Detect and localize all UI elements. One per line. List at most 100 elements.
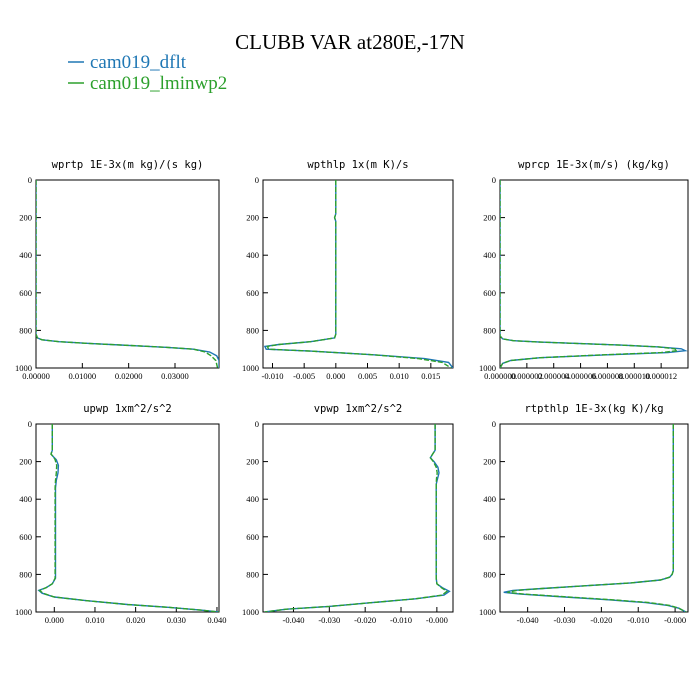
y-tick-label: 800 [246, 325, 259, 335]
x-tick-label: 0.020 [126, 615, 145, 625]
x-tick-label: 0.02000 [115, 371, 143, 381]
panel-grid: wprtp 1E-3x(m kg)/(s kg) 0 200 400 600 800 100… [15, 159, 689, 625]
x-tick-label: -0.040 [282, 615, 304, 625]
series-line [38, 424, 219, 612]
x-tick-label: 0.000004 [538, 371, 571, 381]
y-tick-label: 1000 [479, 607, 496, 617]
chart-panel: upwp 1xm^2/s^2 0 200 400 600 800 1000 0.000 0.01… [15, 403, 227, 625]
x-tick-label: -0.030 [554, 615, 576, 625]
y-tick-label: 0 [492, 419, 496, 429]
x-tick-label: 0.030 [167, 615, 186, 625]
plot-frame [262, 423, 454, 613]
legend-entry: cam019_dflt [68, 52, 187, 73]
series-line [264, 424, 451, 612]
panel-title: wpthlp 1x(m K)/s [307, 159, 408, 171]
chart-panel: wprtp 1E-3x(m kg)/(s kg) 0 200 400 600 800 100… [15, 159, 220, 381]
chart-panel: wpthlp 1x(m K)/s 0 200 400 600 800 1000-0.010-… [242, 159, 454, 381]
y-tick-label: 400 [19, 494, 32, 504]
y-tick-label: 0 [255, 419, 259, 429]
y-tick-label: 200 [246, 213, 259, 223]
y-tick-label: 400 [19, 250, 32, 260]
chart-panel: vpwp 1xm^2/s^2 0 200 400 600 800 1000 -0.040 -0.… [242, 403, 454, 625]
y-tick-label: 600 [483, 288, 496, 298]
y-tick-label: 200 [246, 457, 259, 467]
x-tick-label: -0.030 [318, 615, 340, 625]
x-tick-label: -0.000 [664, 615, 686, 625]
y-tick-label: 600 [246, 532, 259, 542]
x-tick-label: 0.000000 [484, 371, 516, 381]
y-tick-label: 800 [483, 325, 496, 335]
plot-frame [35, 423, 220, 613]
y-tick-label: 600 [483, 532, 496, 542]
series-line [263, 180, 453, 368]
series-line [500, 180, 688, 368]
chart-panel: wprcp 1E-3x(m/s) (kg/kg) 0 200 400 600 800 100… [479, 159, 689, 381]
panel-title: wprcp 1E-3x(m/s) (kg/kg) [518, 159, 670, 171]
panel-title: wprtp 1E-3x(m kg)/(s kg) [52, 159, 204, 171]
panel-title: vpwp 1xm^2/s^2 [314, 403, 403, 415]
x-tick-label: 0.01000 [69, 371, 97, 381]
y-tick-label: 1000 [15, 363, 32, 373]
y-tick-label: 0 [492, 175, 496, 185]
legend-label: cam019_lminwp2 [90, 73, 227, 94]
legend: cam019_dflt cam019_lminwp2 [68, 52, 227, 94]
plot-frame [35, 179, 220, 369]
y-tick-label: 800 [483, 569, 496, 579]
y-tick-label: 600 [19, 532, 32, 542]
x-tick-label: 0.010 [85, 615, 104, 625]
plot-frame [262, 179, 454, 369]
x-tick-label: 0.000 [45, 615, 64, 625]
x-tick-label: -0.010 [262, 371, 284, 381]
series-line [266, 180, 452, 368]
x-tick-label: 0.000002 [511, 371, 543, 381]
y-tick-label: 200 [19, 213, 32, 223]
x-tick-label: 0.03000 [161, 371, 189, 381]
y-tick-label: 1000 [242, 607, 259, 617]
x-tick-label: 0.000012 [645, 371, 677, 381]
y-tick-label: 1000 [15, 607, 32, 617]
series-line [507, 424, 687, 612]
x-tick-label: -0.020 [354, 615, 376, 625]
y-tick-label: 200 [483, 213, 496, 223]
x-tick-label: 0.000006 [565, 371, 597, 381]
chart-panel: rtpthlp 1E-3x(kg K)/kg 0 200 400 600 800 1000 -… [479, 403, 689, 625]
legend-label: cam019_dflt [90, 52, 187, 73]
plot-frame [499, 179, 689, 369]
y-tick-label: 800 [19, 325, 32, 335]
x-tick-label: -0.010 [627, 615, 649, 625]
x-tick-label: -0.005 [293, 371, 315, 381]
legend-entry: cam019_lminwp2 [68, 73, 227, 94]
y-tick-label: 600 [19, 288, 32, 298]
x-tick-label: 0.005 [358, 371, 377, 381]
y-tick-label: 400 [246, 494, 259, 504]
x-tick-label: 0.010 [390, 371, 409, 381]
series-line [37, 424, 219, 612]
series-line [36, 180, 219, 368]
y-tick-label: 0 [255, 175, 259, 185]
panel-title: upwp 1xm^2/s^2 [83, 403, 172, 415]
y-tick-label: 1000 [479, 363, 496, 373]
x-tick-label: -0.040 [517, 615, 539, 625]
x-tick-label: 0.040 [207, 615, 226, 625]
x-tick-label: 0.015 [421, 371, 440, 381]
x-tick-label: 0.000008 [591, 371, 623, 381]
series-line [264, 424, 449, 612]
y-tick-label: 0 [28, 419, 32, 429]
y-tick-label: 800 [246, 569, 259, 579]
series-line [36, 180, 219, 368]
series-line [503, 424, 687, 612]
y-tick-label: 400 [483, 250, 496, 260]
y-tick-label: 400 [483, 494, 496, 504]
y-tick-label: 0 [28, 175, 32, 185]
y-tick-label: 1000 [242, 363, 259, 373]
series-line [500, 180, 680, 368]
x-tick-label: -0.020 [590, 615, 612, 625]
plot-frame [499, 423, 689, 613]
y-tick-label: 200 [19, 457, 32, 467]
x-tick-label: 0.000 [326, 371, 345, 381]
panel-title: rtpthlp 1E-3x(kg K)/kg [524, 403, 663, 415]
y-tick-label: 400 [246, 250, 259, 260]
x-tick-label: -0.000 [426, 615, 448, 625]
x-tick-label: -0.010 [390, 615, 412, 625]
